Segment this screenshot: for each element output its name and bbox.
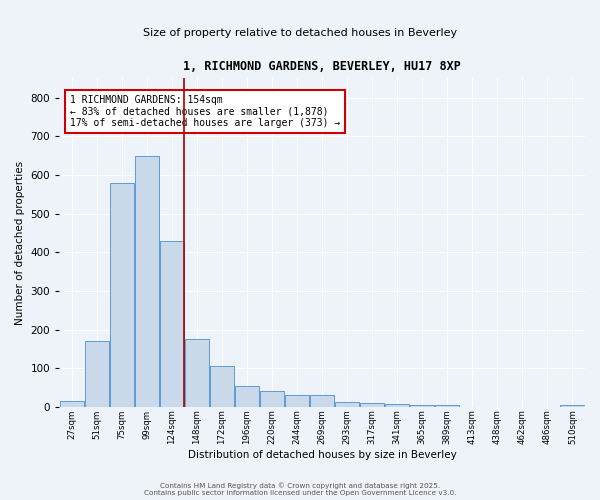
Bar (85, 341, 109, 407)
Bar (360, 403, 385, 407)
Text: 1 RICHMOND GARDENS: 154sqm
← 83% of detached houses are smaller (1,878)
17% of s: 1 RICHMOND GARDENS: 154sqm ← 83% of deta… (70, 95, 340, 128)
X-axis label: Distribution of detached houses by size in Beverley: Distribution of detached houses by size … (188, 450, 457, 460)
Bar (185, 339, 209, 407)
Bar (285, 395, 309, 407)
Bar (160, 240, 184, 407)
Bar (260, 392, 284, 407)
Bar (310, 395, 334, 407)
Bar (59, 401, 84, 407)
Bar (335, 402, 359, 407)
Bar (134, 156, 159, 407)
Text: Contains public sector information licensed under the Open Government Licence v3: Contains public sector information licen… (144, 490, 456, 496)
Text: Contains HM Land Registry data © Crown copyright and database right 2025.: Contains HM Land Registry data © Crown c… (160, 482, 440, 489)
Bar (560, 405, 584, 407)
Title: 1, RICHMOND GARDENS, BEVERLEY, HU17 8XP: 1, RICHMOND GARDENS, BEVERLEY, HU17 8XP (183, 60, 461, 73)
Bar (385, 404, 409, 407)
Bar (410, 405, 434, 407)
Bar (110, 182, 134, 407)
Y-axis label: Number of detached properties: Number of detached properties (15, 160, 25, 324)
Bar (210, 366, 234, 407)
Bar (235, 386, 259, 407)
Text: Size of property relative to detached houses in Beverley: Size of property relative to detached ho… (143, 28, 457, 38)
Bar (435, 405, 460, 407)
